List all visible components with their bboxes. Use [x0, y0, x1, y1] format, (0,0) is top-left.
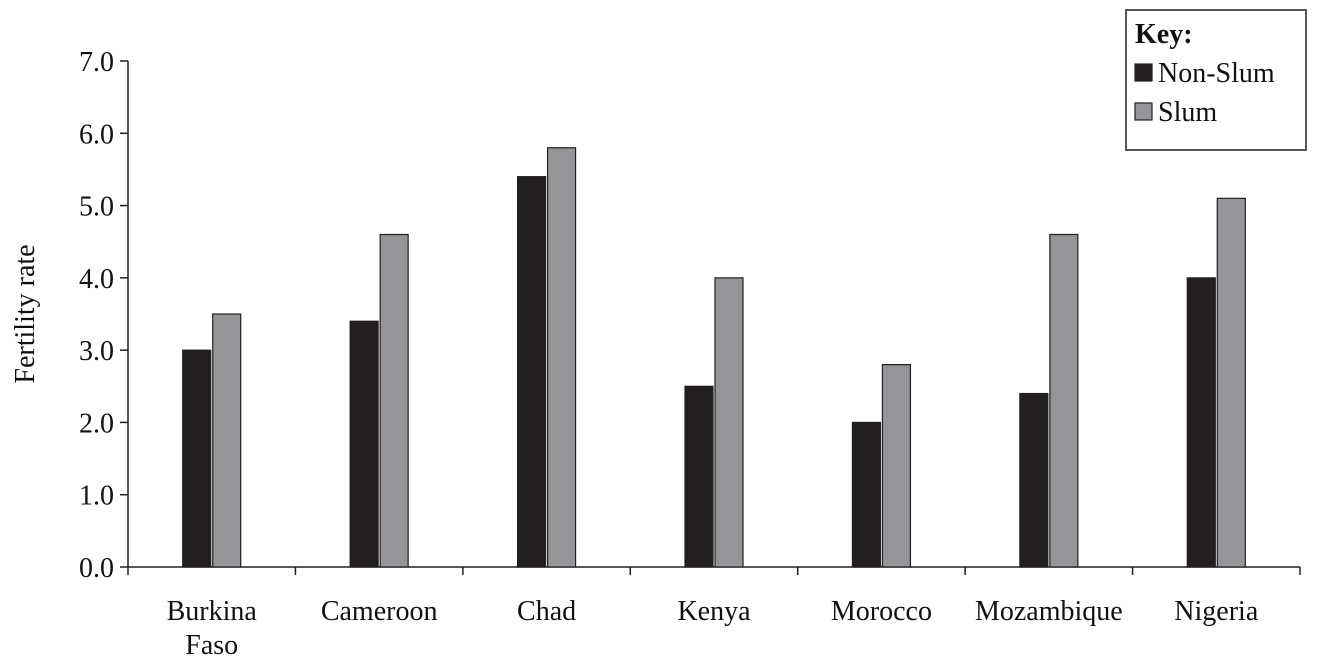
- x-category-label: Kenya: [677, 596, 751, 627]
- bar-non-slum: [851, 421, 882, 568]
- y-tick-label: 7.0: [79, 47, 114, 78]
- bar-slum: [714, 277, 744, 568]
- bar-non-slum: [684, 385, 714, 568]
- legend-title: Key:: [1135, 19, 1193, 50]
- y-tick-label: 4.0: [79, 264, 114, 295]
- x-category-label: Burkina Faso: [167, 596, 258, 661]
- axes: [127, 61, 1300, 568]
- y-ticks: 0.0 1.0 2.0 3.0 4.0 5.0 6.0 7.0: [79, 47, 128, 584]
- bar-slum: [1216, 197, 1246, 568]
- bar-non-slum: [1019, 392, 1049, 568]
- x-category-label: Chad: [517, 596, 576, 627]
- legend-label: Slum: [1158, 97, 1217, 128]
- legend-box: [1125, 9, 1307, 151]
- x-category-label: Mozambique: [975, 596, 1123, 627]
- legend-swatch: [1134, 63, 1153, 82]
- x-category-label: Morocco: [831, 596, 932, 627]
- bar-slum: [1049, 233, 1079, 568]
- bar-slum: [379, 233, 409, 568]
- x-category-label: Nigeria: [1174, 596, 1259, 627]
- bar-non-slum: [182, 349, 212, 568]
- legend-items: Non-Slum Slum: [1134, 58, 1275, 128]
- x-ticks: [127, 567, 1301, 575]
- bar-slum: [881, 364, 912, 568]
- bar-slum: [546, 147, 577, 568]
- bar-non-slum: [1186, 277, 1216, 568]
- bar-non-slum: [349, 320, 379, 568]
- bar-non-slum: [516, 176, 547, 568]
- y-tick-label: 3.0: [79, 336, 114, 367]
- legend: Key: Non-Slum Slum: [1125, 9, 1307, 151]
- y-tick-label: 5.0: [79, 192, 114, 223]
- y-tick-label: 2.0: [79, 408, 114, 439]
- legend-swatch: [1134, 102, 1153, 121]
- y-axis-title: Fertility rate: [10, 244, 41, 383]
- y-tick-label: 6.0: [79, 119, 114, 150]
- y-tick-label: 0.0: [79, 553, 114, 584]
- bar-slum: [212, 313, 242, 568]
- bars: [182, 147, 1246, 568]
- x-category-label: Cameroon: [321, 596, 438, 627]
- legend-label: Non-Slum: [1158, 58, 1275, 89]
- y-tick-label: 1.0: [79, 481, 114, 512]
- category-labels: Burkina Faso Cameroon Chad Kenya Morocco Mozam…: [167, 596, 1259, 661]
